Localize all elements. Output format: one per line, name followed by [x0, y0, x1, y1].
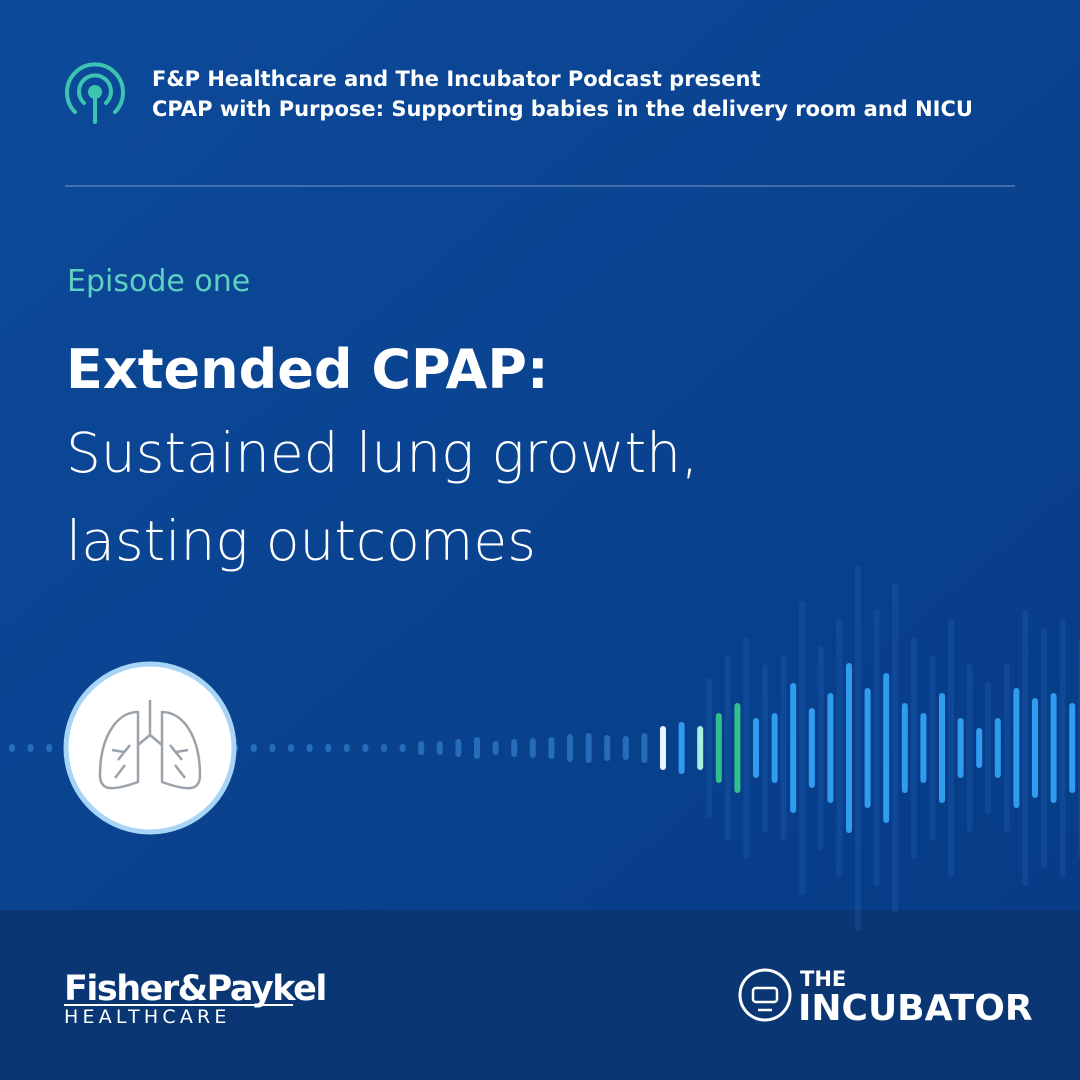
wave-bar [288, 744, 294, 752]
wave-bar [529, 738, 536, 758]
wave-bar [901, 703, 908, 793]
wave-bar [418, 741, 425, 755]
wave-bar [511, 739, 518, 757]
wave-bar [957, 718, 964, 778]
wave-bar [306, 744, 313, 752]
wave-bar [325, 744, 332, 752]
wave-bar [920, 713, 927, 783]
wave-bar [985, 682, 992, 814]
wave-bar [939, 693, 945, 803]
fp-logo: Fisher&Paykel HEALTHCARE [64, 969, 327, 1028]
wave-bar [455, 739, 462, 757]
wave-bar [1003, 664, 1010, 832]
wave-bar [817, 646, 824, 850]
fp-sub: HEALTHCARE [64, 1006, 231, 1028]
wave-bar [966, 664, 973, 832]
wave-bar [9, 744, 15, 752]
wave-bar [994, 718, 1001, 778]
episode-label: Episode one [67, 264, 250, 299]
wave-bar [883, 673, 890, 823]
wave-bar [892, 583, 899, 913]
incubator-the: THE [800, 967, 846, 991]
wave-bar [343, 744, 350, 752]
wave-bar [910, 637, 917, 859]
wave-bar [567, 734, 573, 762]
fp-brand: Fisher&Paykel [64, 969, 326, 1009]
incubator-logo: THE INCUBATOR [738, 967, 1033, 1029]
wave-bar [855, 565, 861, 931]
wave-bar [1069, 703, 1076, 793]
wave-bar [250, 744, 257, 752]
title-line: Sustained lung growth, [66, 421, 699, 485]
footer-band [0, 910, 1080, 1080]
wave-bar [706, 678, 713, 818]
title-bold: Extended CPAP: [66, 338, 549, 401]
wave-bar [660, 726, 666, 770]
wave-bar [976, 728, 983, 768]
wave-bar [929, 655, 936, 841]
incubator-name: INCUBATOR [798, 988, 1033, 1029]
wave-bar [678, 722, 685, 774]
wave-bar [799, 601, 806, 895]
wave-bar [827, 693, 834, 803]
wave-bar [436, 741, 443, 755]
wave-bar [864, 688, 871, 808]
wave-bar [780, 655, 787, 841]
wave-bar [362, 744, 369, 752]
wave-bar [743, 637, 750, 859]
wave-bar [27, 744, 34, 752]
wave-bar [762, 664, 768, 832]
wave-bar [948, 619, 954, 877]
wave-bar [1050, 693, 1057, 803]
wave-bar [381, 744, 387, 752]
wave-bar [474, 737, 480, 759]
wave-bar [836, 619, 843, 877]
wave-bar [622, 736, 629, 760]
header-line: F&P Healthcare and The Incubator Podcast… [152, 67, 761, 91]
title-line: lasting outcomes [66, 509, 536, 573]
wave-bar [1013, 688, 1020, 808]
lung-badge [63, 661, 237, 835]
wave-bar [1032, 698, 1038, 798]
header-line: CPAP with Purpose: Supporting babies in … [152, 97, 973, 121]
wave-bar [753, 718, 759, 778]
wave-bar [697, 726, 704, 770]
wave-bar [724, 655, 731, 841]
wave-bar [808, 708, 815, 788]
wave-bar [548, 737, 555, 759]
wave-bar [1059, 619, 1066, 877]
wave-bar [734, 703, 741, 793]
podcast-icon [65, 62, 125, 124]
wave-bar [399, 744, 406, 752]
wave-bar [846, 663, 852, 833]
waveform [9, 565, 1080, 931]
wave-bar [492, 741, 499, 755]
wave-bar [604, 735, 611, 761]
wave-bar [585, 733, 592, 763]
wave-bar [46, 744, 53, 752]
wave-bar [1041, 628, 1047, 868]
wave-bar [641, 733, 648, 763]
wave-bar [715, 713, 722, 783]
wave-bar [790, 683, 797, 813]
wave-bar [771, 713, 778, 783]
wave-bar [1022, 610, 1029, 886]
wave-bar [269, 744, 276, 752]
wave-bar [873, 610, 880, 886]
